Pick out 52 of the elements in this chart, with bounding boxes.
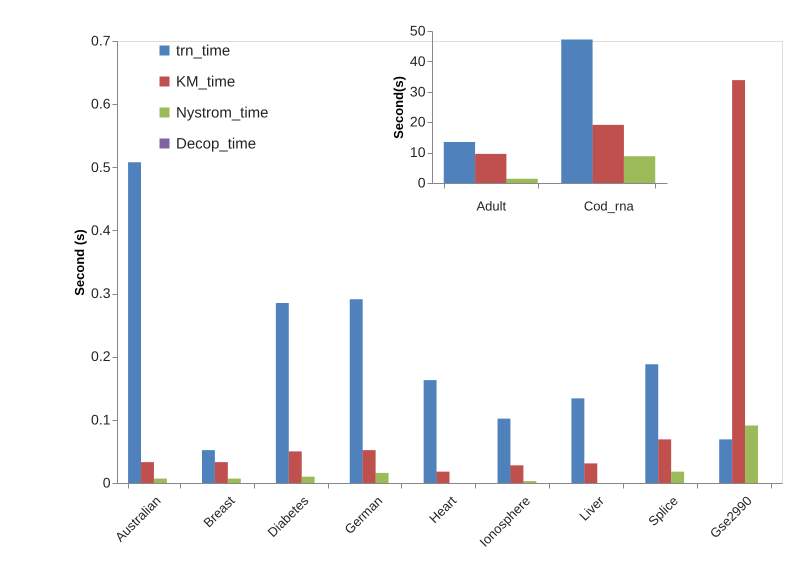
bar [745,426,758,483]
y-axis-title: Second (s) [72,229,88,296]
bar [154,478,167,483]
y-tick-label: 10 [410,144,426,160]
bar [584,463,598,483]
bar [592,124,624,183]
bar [571,398,584,483]
y-tick-label: 0.6 [91,96,111,112]
bar [444,142,476,183]
x-tick-label: Adult [476,198,506,214]
bar [645,364,658,483]
y-tick-label: 20 [410,114,426,130]
y-tick-label: 0.1 [91,411,111,428]
y-tick-label: 0.3 [91,285,111,302]
bar [624,156,656,183]
legend-label: Decop_time [176,136,256,152]
legend-label: trn_time [176,42,230,60]
legend-label: KM_time [176,74,236,90]
y-axis-title: Second(s) [390,76,406,139]
bar [498,418,510,483]
bar [436,472,450,483]
bar [658,439,672,483]
y-tick-label: 30 [410,83,426,100]
y-tick-label: 0.4 [91,222,111,238]
bar [732,80,746,483]
legend-label: Nystrom_time [176,104,269,122]
bar [376,472,389,483]
bar [202,450,215,483]
bar [276,303,289,483]
y-tick-label: 40 [410,52,426,69]
bar [350,299,363,483]
bar [424,380,437,483]
bar [475,154,506,183]
y-tick-label: 0 [102,474,111,490]
bar [214,462,228,483]
bar [671,472,684,483]
bar [719,439,732,483]
bar [561,40,593,183]
bar [128,162,142,483]
bar [141,462,154,483]
y-tick-label: 0.2 [91,348,111,364]
bar [362,450,376,483]
bar [510,465,524,483]
bar [288,451,302,483]
x-tick-label: Cod_rna [584,198,634,214]
bar [302,476,315,483]
y-tick-label: 0 [418,174,426,190]
y-tick-label: 0.5 [91,158,111,175]
bar [228,478,241,483]
y-tick-label: 0.7 [91,32,111,48]
y-tick-label: 50 [410,22,426,38]
bar [506,178,538,183]
